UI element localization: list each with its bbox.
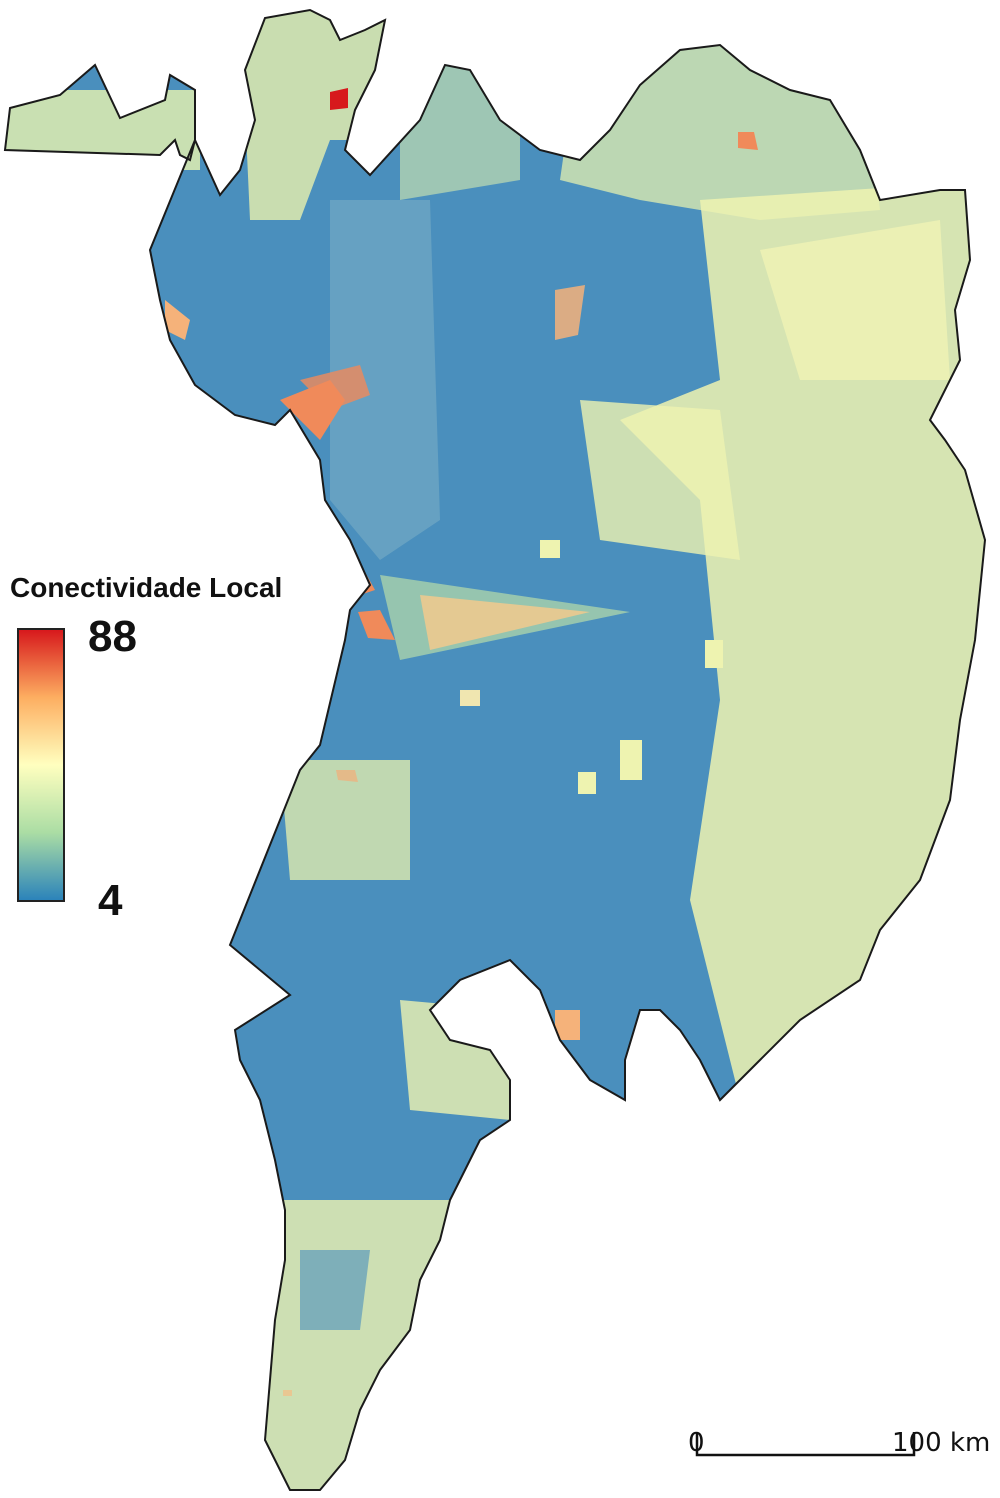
legend-min-label: 4 — [98, 876, 123, 925]
legend-title: Conectividade Local — [10, 572, 283, 603]
scale-bar-start-label: 0 — [688, 1428, 705, 1458]
scale-bar — [695, 1432, 916, 1457]
legend-color-ramp — [17, 628, 65, 902]
legend-max-label: 88 — [88, 612, 137, 661]
scale-bar-end-label: 100 km — [892, 1428, 991, 1458]
